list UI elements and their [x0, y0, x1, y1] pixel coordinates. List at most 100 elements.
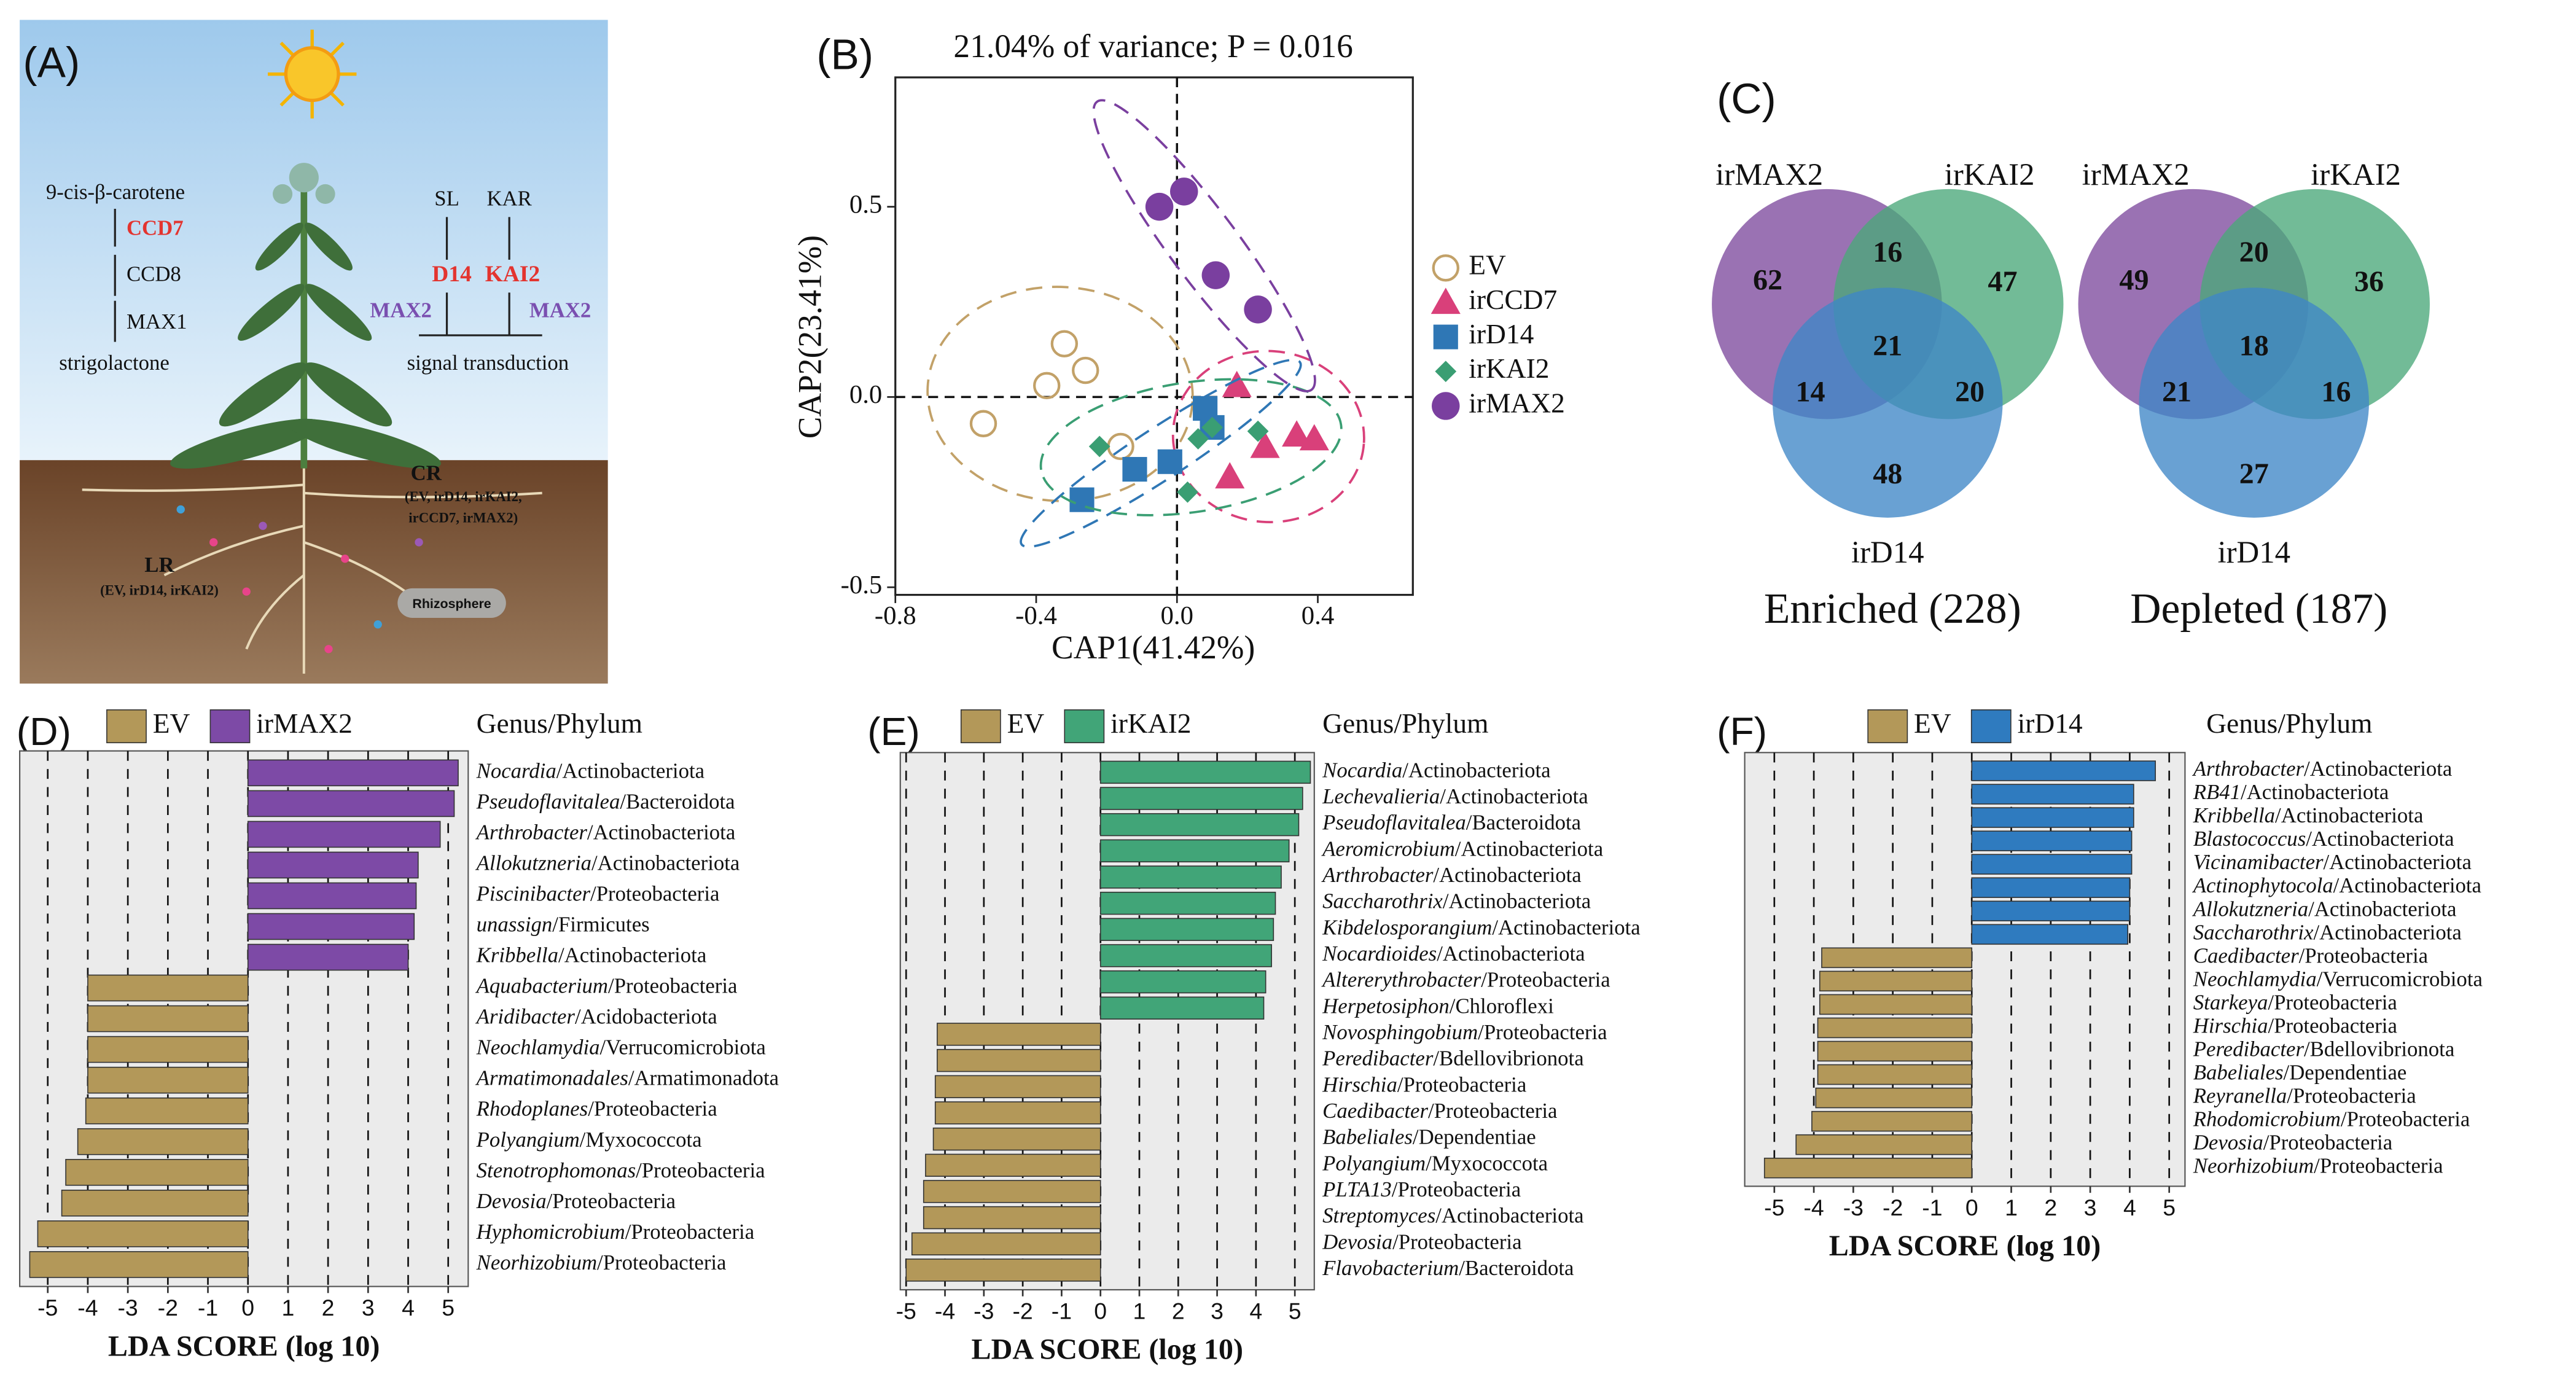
bar — [247, 882, 417, 910]
signal-molecule: KAR — [486, 187, 532, 211]
phylum: /Proteobacteria — [1481, 968, 1610, 992]
venn-set — [1773, 287, 2003, 518]
phylum: /Myxococcota — [580, 1128, 702, 1152]
phylum: /Verrucomicrobiota — [2317, 967, 2483, 991]
x-tick-label: 2 — [322, 1295, 335, 1320]
phylum: /Bdellovibrionota — [2304, 1037, 2454, 1061]
phylum: /Actinobacteriota — [591, 851, 740, 875]
bar — [1817, 1017, 1973, 1039]
genus: Pseudoflavitalea — [476, 789, 620, 813]
panel-a: (A) 9-cis-β-carotene CCD7 CCD8 MAX1 stri… — [20, 20, 608, 684]
set-label: irMAX2 — [2082, 157, 2190, 192]
bar — [1099, 970, 1267, 994]
bar — [1099, 918, 1274, 942]
bar — [1971, 924, 2128, 945]
category-label: Actinophytocola/Actinobacteriota — [2192, 873, 2481, 897]
set-label: irD14 — [1851, 535, 1924, 569]
venn-title: Enriched (228) — [1764, 585, 2021, 633]
legend-label: EV — [1007, 708, 1045, 739]
category-label: Rhodomicrobium/Proteobacteria — [2193, 1107, 2470, 1131]
bar — [247, 851, 419, 879]
category-label: Aeromicrobium/Actinobacteriota — [1321, 837, 1603, 860]
genus: Rhodomicrobium — [2193, 1107, 2341, 1131]
phylum: /Actinobacteriota — [1402, 758, 1550, 782]
y-axis-label: CAP2(23.41%) — [791, 235, 828, 439]
y-tick-label: 0.0 — [849, 380, 882, 409]
x-tick-label: -5 — [896, 1298, 916, 1324]
column-header: Genus/Phylum — [1322, 708, 1488, 739]
genus: Saccharothrix — [2193, 920, 2314, 944]
region-count: 62 — [1753, 263, 1782, 296]
bar — [87, 1036, 249, 1063]
bar — [934, 1075, 1101, 1099]
phylum: /Verrucomicrobiota — [600, 1036, 766, 1059]
legend-swatch — [1064, 709, 1105, 744]
category-label: Nocardia/Actinobacteriota — [476, 759, 704, 782]
y-tick-label: 0.5 — [849, 190, 882, 219]
bacteria — [176, 505, 423, 653]
phylum: /Proteobacteria — [1392, 1177, 1521, 1201]
x-axis-label: LDA SCORE (log 10) — [108, 1330, 380, 1362]
genus: Rhodoplanes — [476, 1097, 588, 1121]
bar — [1971, 760, 2156, 781]
bar — [87, 1066, 249, 1094]
rhizosphere-badge — [397, 588, 506, 618]
phylum: /Armatimonadota — [628, 1066, 779, 1090]
region-count: 16 — [2321, 375, 2351, 408]
genus: Nocardia — [1322, 758, 1402, 782]
phylum: /Proteobacteria — [1478, 1020, 1607, 1044]
x-axis-label: LDA SCORE (log 10) — [972, 1333, 1244, 1366]
x-axis-label: CAP1(41.42%) — [1052, 629, 1255, 666]
category-label: Neorhizobium/Proteobacteria — [2193, 1154, 2443, 1178]
category-label: Babeliales/Dependentiae — [2193, 1061, 2407, 1085]
confidence-ellipse — [1092, 99, 1316, 392]
bar — [1817, 1040, 1973, 1062]
category-label: Caedibacter/Proteobacteria — [1322, 1099, 1557, 1123]
set-label: irMAX2 — [1715, 157, 1823, 192]
genus: Lechevalieria — [1322, 784, 1440, 808]
phylum: /Proteobacteria — [588, 1097, 717, 1121]
category-label: Aquabacterium/Proteobacteria — [475, 974, 738, 998]
chart-title: 21.04% of variance; P = 0.016 — [953, 28, 1353, 64]
bar — [905, 1258, 1101, 1282]
category-label: Reyranella/Proteobacteria — [2193, 1084, 2416, 1108]
point — [1157, 449, 1182, 474]
lr-genotypes: (EV, irD14, irKAI2) — [100, 582, 219, 598]
genus: Neorhizobium — [2193, 1154, 2314, 1178]
genus: Devosia — [1322, 1230, 1392, 1254]
bar — [247, 759, 459, 787]
set-label: irKAI2 — [1945, 157, 2035, 192]
category-label: Hirschia/Proteobacteria — [2193, 1013, 2397, 1037]
phylum: /Actinobacteriota — [2304, 757, 2452, 781]
category-label: Armatimonadales/Armatimonadota — [475, 1066, 779, 1090]
phylum: /Actinobacteriota — [2308, 897, 2456, 921]
phylum: /Actinobacteriota — [1455, 837, 1603, 860]
genus: Peredibacter — [1322, 1047, 1434, 1071]
genus: Saccharothrix — [1322, 889, 1443, 913]
category-label: Novosphingobium/Proteobacteria — [1322, 1020, 1607, 1044]
phylum: /Firmicutes — [552, 913, 649, 937]
confidence-ellipse — [1039, 378, 1343, 517]
bar — [29, 1251, 249, 1278]
x-tick-label: -4 — [77, 1295, 98, 1320]
legend-marker — [1430, 287, 1461, 314]
phylum: /Proteobacteria — [2287, 1084, 2416, 1108]
phylum: /Actinobacteriota — [2313, 920, 2461, 944]
genus: Pseudoflavitalea — [1322, 811, 1466, 835]
category-label: Streptomyces/Actinobacteriota — [1322, 1204, 1583, 1228]
category-label: Stenotrophomonas/Proteobacteria — [477, 1158, 765, 1182]
bar — [1819, 994, 1973, 1015]
legend-marker — [1432, 392, 1460, 420]
genus: Neochlamydia — [476, 1036, 600, 1059]
x-tick-label: 4 — [1249, 1298, 1262, 1324]
phylum: /Actinobacteriota — [2241, 780, 2389, 804]
category-label: Peredibacter/Bdellovibrionota — [1322, 1047, 1583, 1071]
genus: Stenotrophomonas — [477, 1158, 636, 1182]
phylum: /Bacteroidota — [1466, 811, 1581, 835]
x-tick-label: 3 — [362, 1295, 375, 1320]
legend-label: EV — [153, 708, 190, 739]
bar — [1099, 865, 1282, 889]
x-tick-label: 2 — [1172, 1298, 1185, 1324]
rhizosphere-label: Rhizosphere — [412, 596, 491, 611]
set-label: irKAI2 — [2311, 157, 2401, 192]
